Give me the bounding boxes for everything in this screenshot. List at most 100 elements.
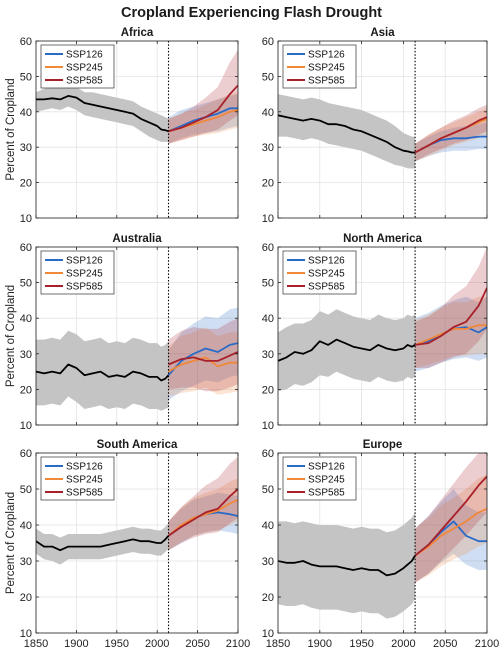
panel-south-america: 10 20 30 40 50 60 1850 1900 1950 2000 2050 2100 Sout… — [5, 439, 250, 650]
y-tick-label: 10 — [262, 628, 274, 640]
panel-title: South America — [97, 439, 178, 451]
line-ssp585 — [168, 84, 238, 133]
y-tick-label: 20 — [262, 384, 274, 396]
panel-australia: 10 20 30 40 50 60 Australia Percent of Cropland… — [5, 233, 239, 432]
y-tick-label: 40 — [20, 313, 32, 325]
y-tick-label: 20 — [20, 178, 32, 190]
line-ssp585 — [414, 287, 487, 346]
historical-band — [36, 85, 169, 142]
historical-band — [278, 512, 416, 619]
panel-title: Europe — [363, 439, 403, 451]
y-tick-label: 10 — [20, 213, 32, 225]
y-tick-label: 50 — [262, 484, 274, 496]
axes-frame — [35, 452, 239, 634]
x-tick-label: 1950 — [105, 638, 129, 650]
y-tick-label: 10 — [20, 628, 32, 640]
legend-label-ssp126: SSP126 — [308, 256, 345, 267]
y-tick-label: 50 — [20, 484, 32, 496]
historical-line — [36, 535, 170, 552]
line-ssp245 — [168, 356, 238, 373]
panel-asia: 10 20 30 40 50 60 Asia SSP126 SSP245 SSP585 — [262, 27, 488, 225]
legend-label-ssp245: SSP245 — [308, 475, 345, 486]
panel-title: Africa — [121, 27, 154, 39]
y-tick-label: 20 — [262, 178, 274, 190]
line-ssp585 — [167, 488, 238, 537]
x-tick-label: 1850 — [266, 638, 290, 650]
legend: SSP126 SSP245 SSP585 — [282, 44, 357, 89]
y-tick-label: 60 — [20, 448, 32, 460]
line-ssp585 — [168, 351, 238, 366]
legend: SSP126 SSP245 SSP585 — [282, 250, 357, 295]
historical-line — [36, 363, 170, 382]
axes-frame — [35, 246, 239, 426]
band-ssp245 — [168, 327, 238, 397]
y-tick-label: 60 — [20, 36, 32, 48]
figure-title: Cropland Experiencing Flash Drought — [121, 5, 382, 21]
y-tick-label: 40 — [262, 107, 274, 119]
historical-band — [278, 309, 416, 392]
y-tick-label: 50 — [262, 71, 274, 83]
panel-africa: 10 20 30 40 50 60 Africa Percent of Cropland SSP… — [5, 27, 239, 225]
line-ssp585 — [414, 475, 487, 557]
y-tick-label: 10 — [20, 420, 32, 432]
historical-band — [36, 523, 169, 565]
axes-frame — [277, 246, 488, 426]
x-tick-label: 2050 — [433, 638, 457, 650]
x-tick-label: 2000 — [145, 638, 169, 650]
legend: SSP126 SSP245 SSP585 — [40, 456, 115, 501]
legend-label-ssp585: SSP585 — [66, 76, 103, 87]
band-ssp585 — [415, 104, 487, 162]
y-tick-label: 60 — [262, 448, 274, 460]
y-axis-label: Percent of Cropland — [5, 492, 17, 594]
y-tick-label: 30 — [20, 556, 32, 568]
legend-label-ssp585: SSP585 — [308, 76, 345, 87]
y-tick-label: 60 — [262, 36, 274, 48]
y-tick-label: 60 — [262, 242, 274, 254]
band-ssp585 — [168, 318, 238, 392]
historical-line — [278, 555, 416, 577]
band-ssp126 — [415, 122, 487, 162]
y-tick-label: 10 — [262, 420, 274, 432]
line-ssp245 — [167, 498, 238, 537]
y-axis-label: Percent of Cropland — [5, 78, 17, 180]
panel-europe: 10 20 30 40 50 60 1850 1900 1950 2000 2050 2100 Euro… — [262, 439, 499, 650]
y-tick-label: 30 — [20, 142, 32, 154]
panel-title: North America — [343, 233, 422, 245]
plot-content — [278, 94, 487, 169]
y-tick-label: 20 — [20, 384, 32, 396]
legend-label-ssp126: SSP126 — [66, 462, 103, 473]
y-tick-label: 40 — [20, 107, 32, 119]
band-ssp126 — [415, 296, 487, 372]
legend: SSP126 SSP245 SSP585 — [282, 456, 357, 501]
y-axis-label: Percent of Cropland — [5, 285, 17, 387]
plot-content — [278, 247, 487, 392]
legend-label-ssp126: SSP126 — [308, 462, 345, 473]
panels: 10 20 30 40 50 60 Africa Percent of Cropland SSP… — [5, 27, 499, 650]
x-tick-label: 2100 — [475, 638, 499, 650]
historical-line — [278, 338, 416, 362]
y-tick-label: 40 — [20, 520, 32, 532]
band-ssp585 — [168, 456, 238, 551]
y-tick-label: 30 — [20, 349, 32, 361]
historical-band — [278, 94, 416, 169]
legend-label-ssp585: SSP585 — [308, 488, 345, 499]
legend-label-ssp126: SSP126 — [308, 50, 345, 61]
plot-content — [36, 307, 238, 411]
x-tick-label: 1900 — [308, 638, 332, 650]
legend-label-ssp585: SSP585 — [308, 282, 345, 293]
band-ssp245 — [415, 474, 487, 583]
x-tick-label: 2100 — [226, 638, 250, 650]
legend-label-ssp585: SSP585 — [66, 488, 103, 499]
historical-line — [36, 95, 169, 133]
y-tick-label: 10 — [262, 213, 274, 225]
y-tick-label: 40 — [262, 313, 274, 325]
plot-content — [36, 456, 238, 565]
historical-band — [36, 330, 169, 411]
line-ssp245 — [414, 507, 487, 557]
y-tick-label: 20 — [262, 592, 274, 604]
line-ssp585 — [414, 116, 487, 154]
band-ssp126 — [168, 307, 238, 401]
legend-label-ssp585: SSP585 — [66, 282, 103, 293]
y-tick-label: 50 — [20, 278, 32, 290]
